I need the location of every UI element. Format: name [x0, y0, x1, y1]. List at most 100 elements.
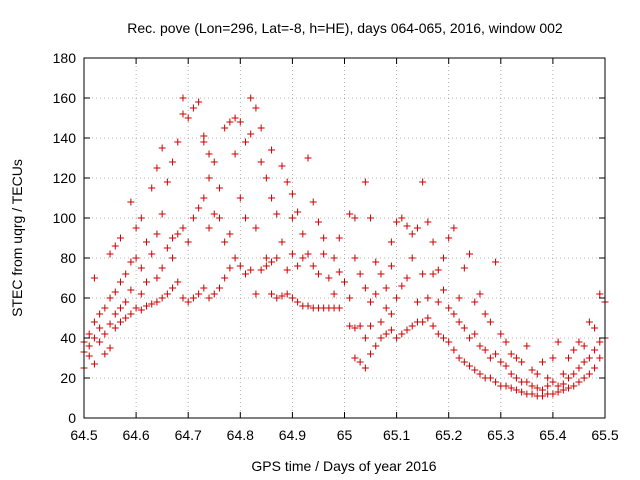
y-tick-label: 40 [60, 330, 76, 346]
data-point [570, 382, 578, 390]
data-point [471, 366, 479, 374]
data-point [127, 310, 135, 318]
data-point [101, 330, 109, 338]
data-point [132, 224, 140, 232]
data-point [549, 390, 557, 398]
data-point [476, 342, 484, 350]
x-tick-label: 64.5 [70, 427, 97, 443]
data-point [497, 358, 505, 366]
data-point [554, 388, 562, 396]
data-point [278, 238, 286, 246]
data-point [398, 282, 406, 290]
data-point [231, 150, 239, 158]
data-point [96, 310, 104, 318]
data-point [236, 262, 244, 270]
y-tick-label: 60 [60, 290, 76, 306]
data-point [367, 350, 375, 358]
data-point [143, 302, 151, 310]
data-point [111, 324, 119, 332]
data-point [528, 382, 536, 390]
data-point [544, 374, 552, 382]
data-point [565, 354, 573, 362]
data-point [143, 238, 151, 246]
data-point [184, 114, 192, 122]
data-point [538, 386, 546, 394]
data-point [278, 292, 286, 300]
data-point [90, 360, 98, 368]
data-point [116, 278, 124, 286]
data-point [351, 354, 359, 362]
data-point [559, 370, 567, 378]
data-point [434, 298, 442, 306]
data-point [184, 238, 192, 246]
data-point [314, 218, 322, 226]
y-tick-label: 100 [53, 210, 77, 226]
data-point [372, 258, 380, 266]
data-point [419, 318, 427, 326]
x-tick-label: 64.7 [175, 427, 202, 443]
data-point [132, 254, 140, 262]
data-point [111, 242, 119, 250]
data-point [518, 358, 526, 366]
data-point [528, 390, 536, 398]
data-point [179, 110, 187, 118]
data-point [288, 294, 296, 302]
data-point [85, 352, 93, 360]
data-point [106, 320, 114, 328]
x-tick-label: 64.8 [227, 427, 254, 443]
grid-lines [84, 58, 605, 418]
data-point [424, 294, 432, 302]
data-point [450, 346, 458, 354]
data-point [210, 158, 218, 166]
data-point [580, 342, 588, 350]
data-point [137, 264, 145, 272]
data-point [439, 334, 447, 342]
data-point [335, 234, 343, 242]
data-point [502, 362, 510, 370]
data-point [476, 290, 484, 298]
data-point [382, 284, 390, 292]
data-point [486, 354, 494, 362]
data-point [148, 250, 156, 258]
x-tick-label: 64.9 [279, 427, 306, 443]
data-point [127, 286, 135, 294]
data-point [169, 158, 177, 166]
data-point [408, 322, 416, 330]
data-point [132, 304, 140, 312]
data-point [205, 150, 213, 158]
data-point [205, 294, 213, 302]
data-point [398, 330, 406, 338]
data-point [101, 350, 109, 358]
data-point [585, 318, 593, 326]
data-point [445, 234, 453, 242]
data-point [591, 364, 599, 372]
data-point [96, 324, 104, 332]
data-point [585, 354, 593, 362]
data-point [184, 298, 192, 306]
data-point [523, 342, 531, 350]
data-point [242, 270, 250, 278]
data-point [377, 334, 385, 342]
data-point [153, 164, 161, 172]
data-point [309, 198, 317, 206]
data-point [538, 392, 546, 400]
data-point [351, 254, 359, 262]
data-point [111, 288, 119, 296]
y-tick-label: 140 [53, 130, 77, 146]
data-point [419, 270, 427, 278]
data-point [299, 230, 307, 238]
data-point [153, 230, 161, 238]
data-point [486, 318, 494, 326]
data-point [179, 224, 187, 232]
data-point [570, 346, 578, 354]
data-point [137, 290, 145, 298]
data-point [575, 378, 583, 386]
data-point [356, 270, 364, 278]
data-point [283, 178, 291, 186]
data-point [512, 374, 520, 382]
x-tick-label: 65.1 [383, 427, 410, 443]
data-point [106, 250, 114, 258]
data-point [351, 324, 359, 332]
data-point [169, 254, 177, 262]
data-point [403, 274, 411, 282]
